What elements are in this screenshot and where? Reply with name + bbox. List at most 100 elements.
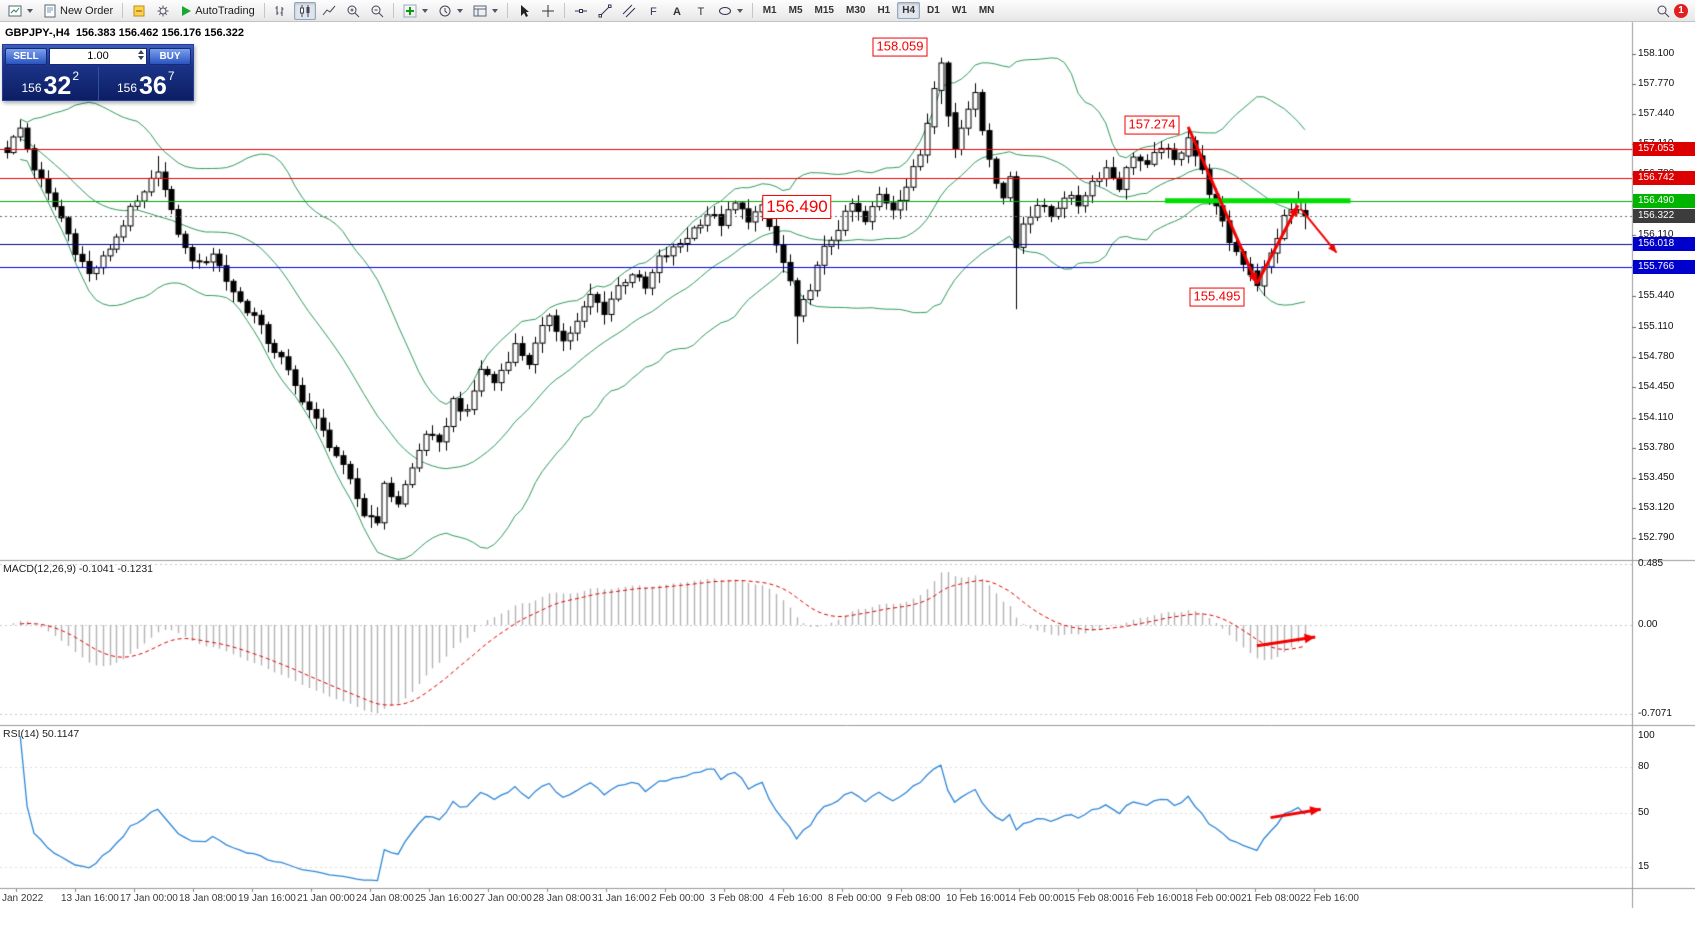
time-axis-label: 24 Jan 08:00 [356, 893, 414, 904]
trendline-tool-button[interactable] [594, 2, 616, 20]
indicators-button[interactable] [399, 2, 432, 20]
candlestick-chart-icon [298, 4, 312, 18]
options-button[interactable] [152, 2, 174, 20]
channel-tool-button[interactable] [618, 2, 640, 20]
autotrading-button[interactable]: AutoTrading [176, 2, 259, 20]
crosshair-icon [541, 4, 555, 18]
crosshair-tool-button[interactable] [537, 2, 559, 20]
equidistant-channel-icon [622, 4, 636, 18]
timeframe-m1-button[interactable]: M1 [762, 5, 777, 16]
zoom-out-button[interactable] [366, 2, 388, 20]
time-axis-label: 21 Jan 00:00 [297, 893, 355, 904]
new-chart-icon [8, 4, 22, 18]
price-highlight-label: 157.053 [1633, 142, 1695, 157]
price-highlight-label: 156.490 [1633, 193, 1695, 208]
spinner-down-icon[interactable] [138, 55, 144, 60]
new-order-button[interactable]: New Order [39, 2, 117, 20]
macd-scale-label: 0.00 [1638, 619, 1658, 630]
chevron-down-icon [27, 8, 33, 13]
buy-price-button[interactable]: 156 36 7 [99, 67, 194, 100]
symbol-period-label: GBPJPY-,H4 [5, 27, 70, 39]
time-axis-label: 10 Feb 16:00 [946, 893, 1005, 904]
sell-price-button[interactable]: 156 32 2 [3, 67, 99, 100]
time-axis-label: 15 Feb 08:00 [1064, 893, 1123, 904]
templates-button[interactable] [469, 2, 502, 20]
notification-badge[interactable]: 1 [1674, 3, 1688, 18]
text-tool-button[interactable]: A [666, 2, 688, 20]
timeframe-m5-button[interactable]: M5 [788, 5, 803, 16]
zoom-in-icon [346, 4, 360, 18]
price-callout[interactable]: 158.059 [872, 37, 928, 57]
time-axis-label: 17 Jan 00:00 [120, 893, 178, 904]
time-axis-label: 16 Feb 16:00 [1123, 893, 1182, 904]
fibonacci-tool-button[interactable]: F [642, 2, 664, 20]
cursor-tool-button[interactable] [513, 2, 535, 20]
chevron-down-icon [491, 8, 498, 13]
price-tick-label: 154.110 [1638, 411, 1674, 423]
search-icon[interactable] [1656, 4, 1670, 18]
price-tick-label: 156.110 [1638, 229, 1674, 241]
toolbar-separator [506, 3, 508, 18]
sell-button[interactable]: SELL [5, 47, 47, 65]
line-chart-button[interactable] [318, 2, 340, 20]
time-axis-label: 8 Feb 00:00 [828, 893, 882, 904]
toolbar: New Order AutoTrading [0, 0, 1695, 22]
price-tick-label: 154.450 [1638, 380, 1675, 392]
line-chart-icon [322, 4, 336, 18]
time-axis-label: 27 Jan 00:00 [474, 893, 532, 904]
zoom-in-button[interactable] [342, 2, 364, 20]
metaeditor-button[interactable] [128, 2, 150, 20]
bar-chart-icon [274, 4, 288, 18]
metaeditor-icon [132, 4, 146, 18]
timeframe-d1-button[interactable]: D1 [927, 5, 940, 16]
timeframe-m30-button[interactable]: M30 [845, 5, 866, 16]
volume-spinner[interactable] [138, 49, 144, 60]
label-tool-button[interactable]: T [690, 2, 712, 20]
price-tick-label: 157.770 [1638, 78, 1675, 89]
horizontal-line-tool-button[interactable] [570, 2, 592, 20]
spinner-up-icon[interactable] [138, 49, 144, 54]
periods-button[interactable] [434, 2, 467, 20]
buy-button[interactable]: BUY [149, 47, 191, 65]
price-tick-label: 153.120 [1638, 502, 1675, 514]
price-callout[interactable]: 155.495 [1189, 287, 1245, 307]
timeframe-mn-button[interactable]: MN [978, 5, 995, 16]
cursor-arrow-icon [517, 4, 531, 18]
price-tick-label: 153.780 [1638, 441, 1675, 453]
price-callout[interactable]: 157.274 [1124, 115, 1180, 135]
time-axis-label: 2 Feb 00:00 [651, 893, 705, 904]
price-tick-label: 158.100 [1638, 47, 1675, 59]
macd-scale-label: -0.7071 [1638, 708, 1672, 720]
timeframe-w1-button[interactable]: W1 [951, 5, 967, 16]
bar-chart-button[interactable] [270, 2, 292, 20]
sell-price-pip: 2 [72, 69, 80, 83]
sell-price-main: 32 [43, 72, 72, 100]
volume-input[interactable]: 1.00 [49, 47, 147, 65]
price-tick-label: 153.450 [1638, 471, 1675, 483]
price-callout[interactable]: 156.490 [762, 194, 832, 220]
timeframe-h4-button[interactable]: H4 [897, 2, 921, 19]
shapes-ellipse-icon [718, 4, 732, 18]
toolbar-separator [122, 3, 124, 18]
shapes-tool-button[interactable] [714, 2, 747, 20]
time-axis-label: 14 Feb 00:00 [1005, 893, 1064, 904]
new-chart-button[interactable] [4, 2, 37, 20]
time-axis-label: 3 Feb 08:00 [710, 893, 764, 904]
gear-icon [156, 4, 170, 18]
zoom-out-icon [370, 4, 384, 18]
time-axis-label: 9 Feb 08:00 [887, 893, 941, 904]
svg-text:F: F [650, 6, 657, 18]
autotrading-label: AutoTrading [195, 4, 255, 17]
price-tick-label: 155.440 [1638, 290, 1675, 302]
timeframe-m15-button[interactable]: M15 [814, 5, 834, 16]
time-axis-label: 18 Feb 00:00 [1182, 893, 1241, 904]
buy-price-pip: 7 [167, 69, 175, 83]
ohlc-values: 156.383 156.462 156.176 156.322 [75, 27, 245, 39]
timeframe-h1-button[interactable]: H1 [877, 5, 891, 16]
candlestick-chart-button[interactable] [293, 1, 316, 20]
svg-text:A: A [673, 6, 681, 18]
price-highlight-label: 155.766 [1633, 259, 1695, 274]
price-highlight-label: 156.018 [1633, 236, 1695, 251]
